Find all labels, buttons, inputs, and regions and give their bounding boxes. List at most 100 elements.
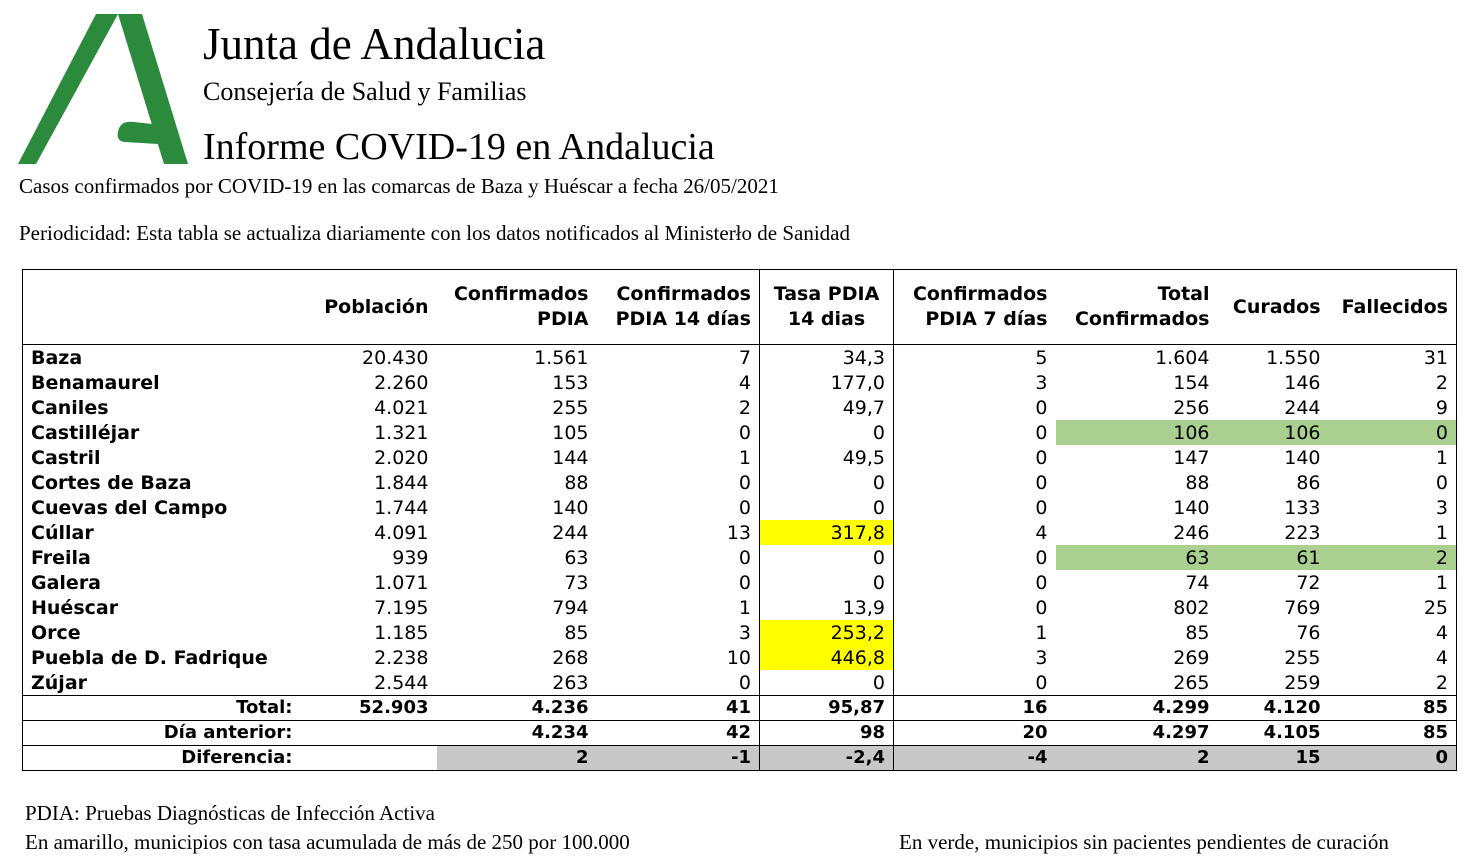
cell: 52.903 — [300, 695, 437, 721]
cell: 1.321 — [374, 421, 429, 444]
table-row: Cortes de Baza 1.844 88 0 0 0 88 86 0 — [23, 470, 1457, 495]
cell: 49,5 — [759, 445, 894, 470]
cell: 1 — [738, 596, 751, 619]
cell: 154 — [1173, 371, 1210, 394]
column-header: Total Confirmados — [1055, 269, 1218, 345]
cell: 63 — [1055, 545, 1218, 570]
cell: 0 — [1035, 671, 1048, 694]
cell: 317,8 — [759, 520, 894, 545]
row-label: Freila — [31, 546, 91, 569]
cell: 255 — [552, 396, 589, 419]
table-row: Freila 939 63 0 0 0 63 61 2 — [23, 545, 1457, 570]
row-label: Caniles — [31, 396, 109, 419]
cell: 802 — [1173, 596, 1210, 619]
cell: 144 — [552, 446, 589, 469]
cell: 49,7 — [759, 395, 894, 420]
cell: 74 — [1185, 571, 1210, 594]
cell: 269 — [1173, 646, 1210, 669]
cell: 85 — [1328, 720, 1457, 746]
cell: 4 — [1035, 521, 1048, 544]
cell: 0 — [1035, 421, 1048, 444]
cell: 0 — [1035, 471, 1048, 494]
cell: 0 — [738, 496, 751, 519]
data-table: Población Confirmados PDIA Confirmados PDI… — [22, 269, 1457, 771]
cell: 76 — [1296, 621, 1321, 644]
cell: 2.260 — [374, 371, 429, 394]
cell: 31 — [1423, 346, 1448, 369]
cell: 2.020 — [374, 446, 429, 469]
cell: 4 — [1435, 621, 1448, 644]
cell: 20.430 — [362, 346, 429, 369]
cell: 1.561 — [534, 346, 589, 369]
cell: 0 — [759, 570, 894, 595]
cell: -2,4 — [759, 745, 894, 771]
cell: 85 — [1185, 621, 1210, 644]
table-row: Cúllar 4.091 244 13 317,8 4 246 223 1 — [23, 520, 1457, 545]
cell: 140 — [1284, 446, 1321, 469]
cell: 4.297 — [1055, 720, 1218, 746]
column-header: Curados — [1217, 269, 1329, 345]
subtitle: Consejería de Salud y Familias — [203, 77, 527, 106]
cell: 13,9 — [759, 595, 894, 620]
row-label: Diferencia: — [22, 745, 301, 771]
cell: 259 — [1284, 671, 1321, 694]
cell: 0 — [759, 495, 894, 520]
column-header: Confirmados PDIA 7 días — [893, 269, 1056, 345]
cell: 1 — [1435, 571, 1448, 594]
cell: 4.234 — [436, 720, 597, 746]
row-label: Benamaurel — [31, 371, 160, 394]
cell: 1.844 — [374, 471, 429, 494]
table-row: Orce 1.185 85 3 253,2 1 85 76 4 — [23, 620, 1457, 645]
cell: 1.550 — [1266, 346, 1321, 369]
cell: 95,87 — [759, 695, 894, 721]
cell: 4.021 — [374, 396, 429, 419]
cell: 88 — [1185, 471, 1210, 494]
cell: 13 — [726, 521, 751, 544]
cell: 0 — [1035, 496, 1048, 519]
cell: 0 — [1328, 420, 1457, 445]
cell: 4.091 — [374, 521, 429, 544]
column-header: Confirmados PDIA — [436, 269, 597, 345]
cell: 1.604 — [1155, 346, 1210, 369]
logo — [18, 14, 188, 164]
cell: 263 — [552, 671, 589, 694]
cell: 2.238 — [374, 646, 429, 669]
row-label: Cúllar — [31, 521, 94, 544]
row-label: Cortes de Baza — [31, 471, 192, 494]
cell: 25 — [1423, 596, 1448, 619]
header-row: Población Confirmados PDIA Confirmados PDI… — [22, 269, 1457, 345]
table-row: Caniles 4.021 255 2 49,7 0 256 244 9 — [23, 395, 1457, 420]
cell: 0 — [1035, 396, 1048, 419]
cell: 86 — [1296, 471, 1321, 494]
cell: 177,0 — [759, 370, 894, 395]
cell: 10 — [726, 646, 751, 669]
cell: 1.071 — [374, 571, 429, 594]
cell: 63 — [564, 546, 589, 569]
table-row: Baza 20.430 1.561 7 34,3 5 1.604 1.550 31 — [23, 344, 1457, 370]
row-label: Zújar — [31, 671, 88, 694]
cell: 0 — [1328, 745, 1457, 771]
cell: 1.185 — [374, 621, 429, 644]
cell: 265 — [1173, 671, 1210, 694]
cell: -1 — [596, 745, 760, 771]
cell: 1 — [1035, 621, 1048, 644]
table-row: Huéscar 7.195 794 1 13,9 0 802 769 25 — [23, 595, 1457, 620]
row-label: Castilléjar — [31, 421, 140, 444]
cell: 1 — [1435, 446, 1448, 469]
cell: 2 — [1328, 545, 1457, 570]
row-label: Galera — [31, 571, 102, 594]
column-header: Tasa PDIA 14 dias — [759, 269, 894, 345]
cell: 0 — [738, 471, 751, 494]
cell: 16 — [893, 695, 1056, 721]
row-label: Cuevas del Campo — [31, 496, 228, 519]
cell: 253,2 — [759, 620, 894, 645]
cell: 42 — [596, 720, 760, 746]
cell: 20 — [893, 720, 1056, 746]
table-row: Zújar 2.544 263 0 0 0 265 259 2 — [23, 670, 1457, 696]
row-label: Huéscar — [31, 596, 119, 619]
cell: 9 — [1435, 396, 1448, 419]
caption: Casos confirmados por COVID-19 en las co… — [19, 174, 779, 198]
cell: 72 — [1296, 571, 1321, 594]
cell: 268 — [552, 646, 589, 669]
table-row: Galera 1.071 73 0 0 0 74 72 1 — [23, 570, 1457, 595]
